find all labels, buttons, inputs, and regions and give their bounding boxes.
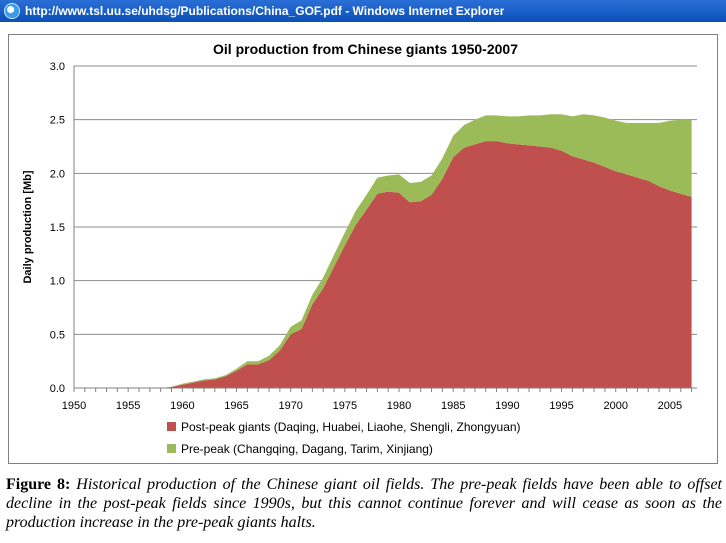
x-tick-label: 1970 [278,400,302,412]
window-title: http://www.tsl.uu.se/uhdsg/Publications/… [25,4,505,18]
y-tick-label: 0.5 [50,329,65,341]
legend-swatch [167,444,176,453]
y-tick-label: 1.0 [50,276,65,288]
y-tick-label: 2.0 [50,168,65,180]
y-axis-label: Daily production [Mb] [22,170,34,283]
x-tick-label: 1985 [441,400,465,412]
x-tick-label: 1990 [495,400,519,412]
x-tick-label: 1955 [116,400,140,412]
legend-label: Post-peak giants (Daqing, Huabei, Liaohe… [181,420,521,434]
ie-icon [4,3,20,19]
y-tick-label: 2.5 [50,115,65,127]
y-tick-label: 3.0 [50,61,65,73]
x-tick-label: 2000 [603,400,627,412]
x-tick-label: 1975 [333,400,357,412]
x-tick-label: 2005 [658,400,682,412]
caption-text: Historical production of the Chinese gia… [6,476,722,531]
chart-title: Oil production from Chinese giants 1950-… [213,41,518,57]
x-tick-label: 1960 [170,400,194,412]
window-titlebar: http://www.tsl.uu.se/uhdsg/Publications/… [0,0,726,22]
legend-label: Pre-peak (Changqing, Dagang, Tarim, Xinj… [181,442,433,456]
x-tick-label: 1965 [224,400,248,412]
x-tick-label: 1980 [387,400,411,412]
y-tick-label: 1.5 [50,222,65,234]
chart-container: Oil production from Chinese giants 1950-… [8,34,718,464]
area-chart: Oil production from Chinese giants 1950-… [22,41,697,456]
caption-label: Figure 8: [6,476,71,493]
x-tick-label: 1950 [62,400,86,412]
legend-swatch [167,422,176,431]
series-area-post-peak [74,141,692,388]
series-area-pre-peak [74,114,692,389]
x-tick-label: 1995 [549,400,573,412]
y-tick-label: 0.0 [50,383,65,395]
figure-caption: Figure 8: Historical production of the C… [6,475,722,532]
